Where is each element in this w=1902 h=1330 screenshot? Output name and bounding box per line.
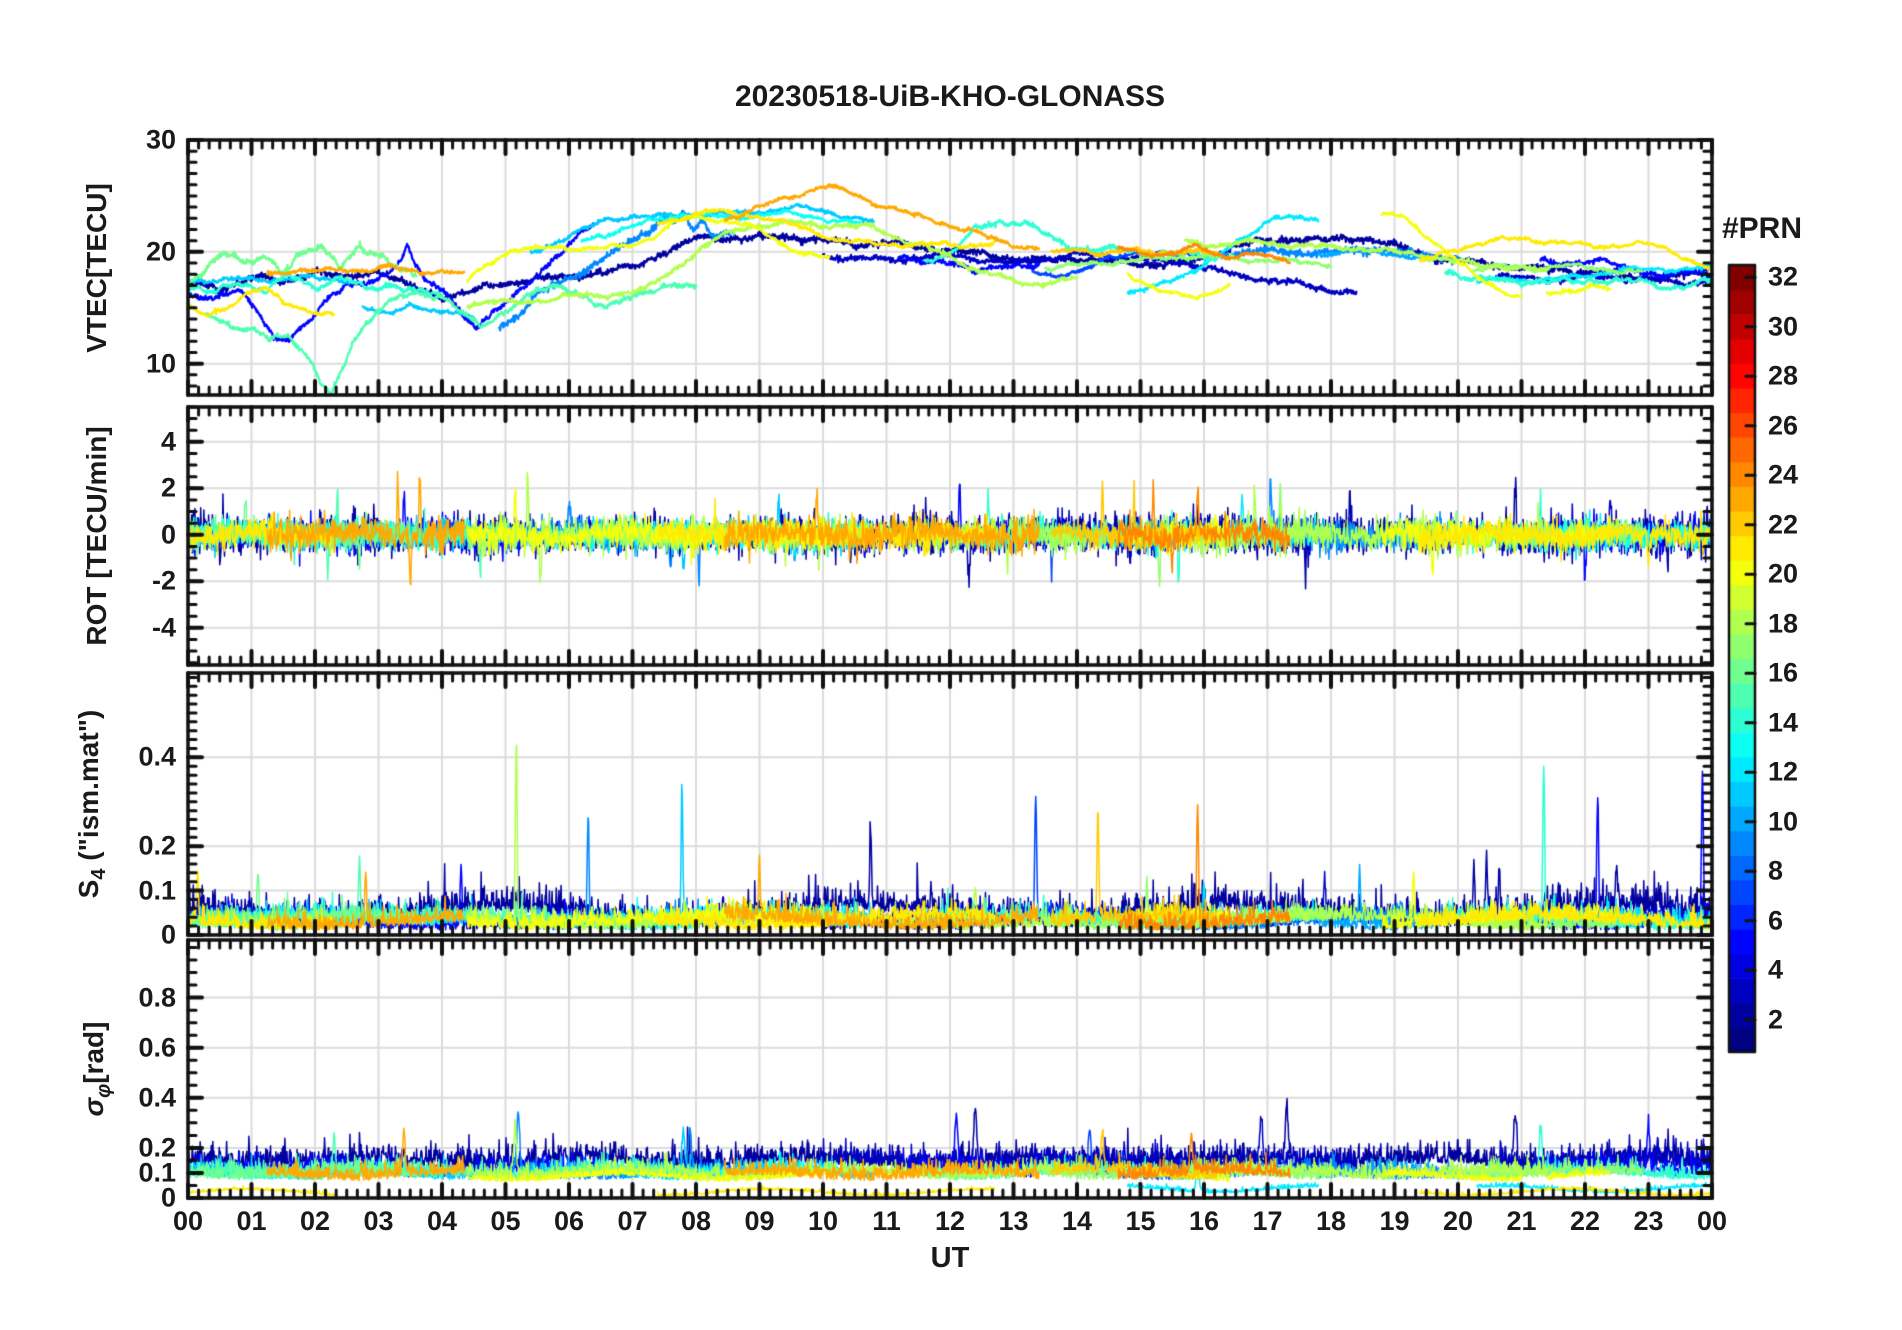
- x-tick-label: 03: [363, 1206, 394, 1236]
- x-tick-label: 04: [426, 1206, 458, 1236]
- colorbar-tick-label: 20: [1768, 558, 1799, 589]
- x-tick-label: 19: [1379, 1206, 1410, 1236]
- x-tick-label: 01: [236, 1206, 267, 1236]
- x-tick-label: 11: [872, 1206, 901, 1236]
- x-tick-label: 12: [934, 1206, 966, 1236]
- colorbar-tick-label: 12: [1768, 756, 1799, 787]
- x-tick-label: 02: [299, 1206, 331, 1236]
- y-tick-label: 0.2: [138, 830, 176, 861]
- colorbar-tick-label: 10: [1768, 806, 1799, 837]
- colorbar-tick-label: 14: [1768, 707, 1799, 738]
- y-tick-label: 20: [145, 236, 176, 267]
- y-tick-label: 4: [160, 426, 176, 457]
- x-tick-label: 06: [553, 1206, 585, 1236]
- x-axis-label: UT: [930, 1242, 970, 1274]
- y-tick-label: 0.4: [138, 741, 176, 772]
- x-tick-label: 09: [744, 1206, 775, 1236]
- y-axis-label-sigma: σφ[rad]: [78, 1021, 115, 1117]
- x-tick-label: 13: [998, 1206, 1029, 1236]
- x-tick-label: 14: [1061, 1206, 1093, 1236]
- colorbar-tick-label: 4: [1768, 954, 1784, 985]
- x-tick-label: 15: [1125, 1206, 1156, 1236]
- y-tick-label: 0.2: [138, 1132, 176, 1163]
- colorbar-tick-label: 2: [1768, 1004, 1784, 1035]
- colorbar-tick-label: 18: [1768, 608, 1799, 639]
- x-tick-label: 00: [172, 1206, 204, 1236]
- y-tick-label: 2: [160, 472, 176, 503]
- x-tick-label: 18: [1315, 1206, 1347, 1236]
- y-axis-label-vtec: VTEC[TECU]: [81, 182, 112, 353]
- y-axis-label-s4: S4 ("ism.mat"): [73, 709, 110, 899]
- y-tick-label: -4: [151, 612, 176, 643]
- colorbar-tick-label: 22: [1768, 509, 1799, 540]
- x-tick-label: 00: [1696, 1206, 1728, 1236]
- colorbar-tick-label: 6: [1768, 905, 1784, 936]
- x-tick-label: 08: [680, 1206, 712, 1236]
- colorbar-tick-label: 24: [1768, 459, 1799, 490]
- x-tick-label: 05: [490, 1206, 521, 1236]
- colorbar-tick-label: 30: [1768, 311, 1799, 342]
- y-tick-label: 0: [160, 519, 176, 550]
- y-tick-label: 0.1: [138, 875, 176, 906]
- x-tick-label: 07: [617, 1206, 648, 1236]
- colorbar-title: #PRN: [1721, 212, 1803, 245]
- colorbar-tick-label: 32: [1768, 261, 1799, 292]
- y-tick-label: 0.8: [138, 982, 176, 1013]
- y-tick-label: 0: [160, 919, 176, 950]
- x-tick-label: 10: [807, 1206, 839, 1236]
- y-axis-label-rot: ROT [TECU/min]: [81, 426, 112, 646]
- y-tick-label: 0.1: [138, 1157, 176, 1188]
- y-tick-label: -2: [151, 565, 176, 596]
- x-tick-label: 16: [1188, 1206, 1220, 1236]
- colorbar-tick-label: 8: [1768, 855, 1784, 886]
- x-tick-label: 23: [1633, 1206, 1664, 1236]
- y-tick-label: 0.6: [138, 1032, 176, 1063]
- y-tick-label: 30: [145, 124, 176, 155]
- y-tick-label: 0.4: [138, 1082, 176, 1113]
- x-tick-label: 21: [1506, 1206, 1537, 1236]
- colorbar-tick-label: 16: [1768, 657, 1799, 688]
- colorbar-tick-label: 28: [1768, 360, 1799, 391]
- x-tick-label: 17: [1252, 1206, 1283, 1236]
- y-tick-label: 10: [145, 348, 176, 379]
- y-tick-label: 0: [160, 1182, 176, 1213]
- x-tick-label: 22: [1569, 1206, 1601, 1236]
- colorbar-tick-label: 26: [1768, 410, 1799, 441]
- x-tick-label: 20: [1442, 1206, 1474, 1236]
